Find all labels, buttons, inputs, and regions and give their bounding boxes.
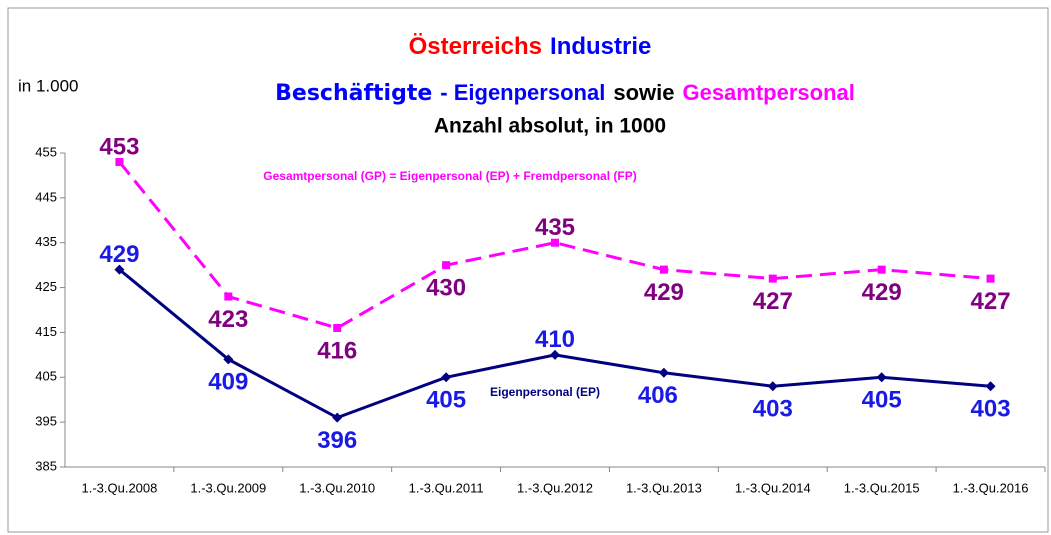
y-tick-label: 405	[35, 369, 57, 384]
x-tick-label: 1.-3.Qu.2016	[953, 480, 1029, 495]
marker	[768, 274, 777, 283]
subtitle-part: sowie	[613, 80, 674, 105]
x-tick-label: 1.-3.Qu.2008	[81, 480, 157, 495]
chart-title: Österreichs Industrie	[409, 33, 652, 60]
marker	[876, 372, 887, 383]
x-tick-label: 1.-3.Qu.2011	[409, 480, 484, 495]
marker	[332, 412, 343, 423]
y-tick-label: 385	[35, 458, 57, 473]
data-label: 427	[753, 288, 793, 315]
subtitle-part: Beschäftigte	[275, 81, 432, 106]
x-tick-label: 1.-3.Qu.2015	[844, 480, 920, 495]
marker	[223, 354, 234, 365]
data-label: 405	[426, 387, 466, 414]
data-label: 410	[535, 326, 575, 353]
y-tick-label: 425	[35, 279, 57, 294]
marker	[985, 381, 996, 392]
marker	[224, 292, 233, 301]
data-label: 403	[753, 396, 793, 423]
marker	[658, 367, 669, 378]
subtitle-part: - Eigenpersonal	[440, 80, 605, 105]
data-label: 409	[208, 369, 248, 396]
title-part: Österreichs	[409, 33, 542, 60]
data-label: 423	[208, 306, 248, 333]
title-part: Industrie	[550, 33, 651, 60]
data-label: 405	[862, 387, 902, 414]
x-tick-label: 1.-3.Qu.2013	[626, 480, 702, 495]
data-label: 396	[317, 427, 357, 454]
marker	[767, 381, 778, 392]
marker	[986, 274, 995, 283]
marker	[550, 349, 560, 360]
y-axis-label: in 1.000	[18, 76, 79, 95]
y-tick-label: 445	[35, 189, 57, 204]
data-label: 453	[99, 133, 139, 160]
x-tick-label: 1.-3.Qu.2009	[190, 480, 266, 495]
y-tick-label: 435	[35, 234, 57, 249]
marker	[442, 261, 451, 270]
annotation: Gesamtpersonal (GP) = Eigenpersonal (EP)…	[263, 169, 636, 183]
marker	[114, 264, 125, 275]
data-label: 427	[971, 288, 1011, 315]
marker	[659, 265, 668, 274]
x-tick-label: 1.-3.Qu.2014	[735, 480, 811, 495]
marker	[441, 372, 452, 383]
marker	[877, 265, 886, 274]
subtitle-part: Gesamtpersonal	[682, 80, 854, 105]
marker	[115, 157, 124, 166]
marker	[333, 323, 342, 332]
data-label: 429	[644, 279, 684, 306]
annotation: Eigenpersonal (EP)	[490, 385, 600, 399]
y-tick-label: 415	[35, 324, 57, 339]
y-tick-label: 455	[35, 144, 57, 159]
data-label: 416	[317, 337, 357, 364]
data-label: 430	[426, 274, 466, 301]
x-tick-label: 1.-3.Qu.2010	[299, 480, 375, 495]
data-label: 429	[862, 279, 902, 306]
series-line	[118, 161, 991, 330]
marker	[551, 238, 559, 247]
chart-subtitle: Beschäftigte - Eigenpersonal sowie Gesamtpe…	[275, 80, 855, 106]
data-label: 403	[971, 396, 1011, 423]
y-tick-label: 395	[35, 414, 57, 429]
chart-subtitle2: Anzahl absolut, in 1000	[434, 115, 666, 138]
data-label: 406	[638, 382, 678, 409]
data-label: 429	[99, 241, 139, 268]
x-tick-label: 1.-3.Qu.2012	[517, 480, 593, 495]
data-label: 435	[535, 214, 575, 241]
